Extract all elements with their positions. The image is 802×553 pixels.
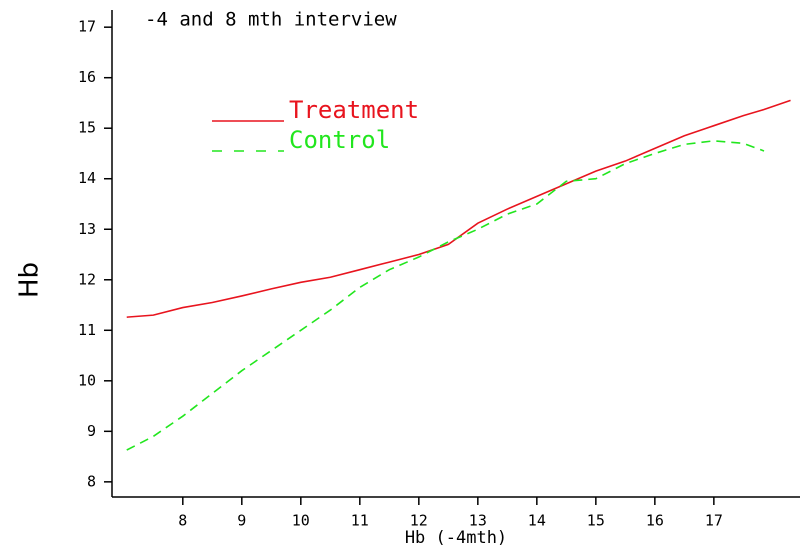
y-axis-label: Hb: [15, 262, 45, 298]
x-tick-label: 12: [410, 512, 428, 530]
x-tick-label: 10: [292, 512, 310, 530]
x-tick-label: 15: [587, 512, 605, 530]
x-tick-label: 9: [237, 512, 246, 530]
legend-label: Control: [289, 126, 390, 154]
y-tick-label: 14: [78, 169, 96, 187]
x-tick-label: 13: [469, 512, 487, 530]
x-axis-label: Hb (-4mth): [405, 528, 507, 548]
y-tick-label: 16: [78, 68, 96, 86]
y-tick-label: 12: [78, 270, 96, 288]
y-tick-label: 8: [87, 472, 96, 490]
y-tick-label: 10: [78, 371, 96, 389]
y-tick-label: 13: [78, 220, 96, 238]
chart-title: -4 and 8 mth interview: [145, 9, 397, 31]
x-tick-label: 17: [705, 512, 723, 530]
x-tick-label: 11: [351, 512, 369, 530]
y-tick-label: 11: [78, 321, 96, 339]
series-line: [126, 140, 765, 451]
y-tick-label: 15: [78, 119, 96, 137]
series-line: [126, 99, 791, 318]
y-tick-label: 9: [87, 422, 96, 440]
legend-label: Treatment: [289, 96, 419, 124]
x-tick-label: 8: [178, 512, 187, 530]
x-tick-label: 14: [528, 512, 546, 530]
y-tick-label: 17: [78, 18, 96, 36]
x-tick-label: 16: [646, 512, 664, 530]
